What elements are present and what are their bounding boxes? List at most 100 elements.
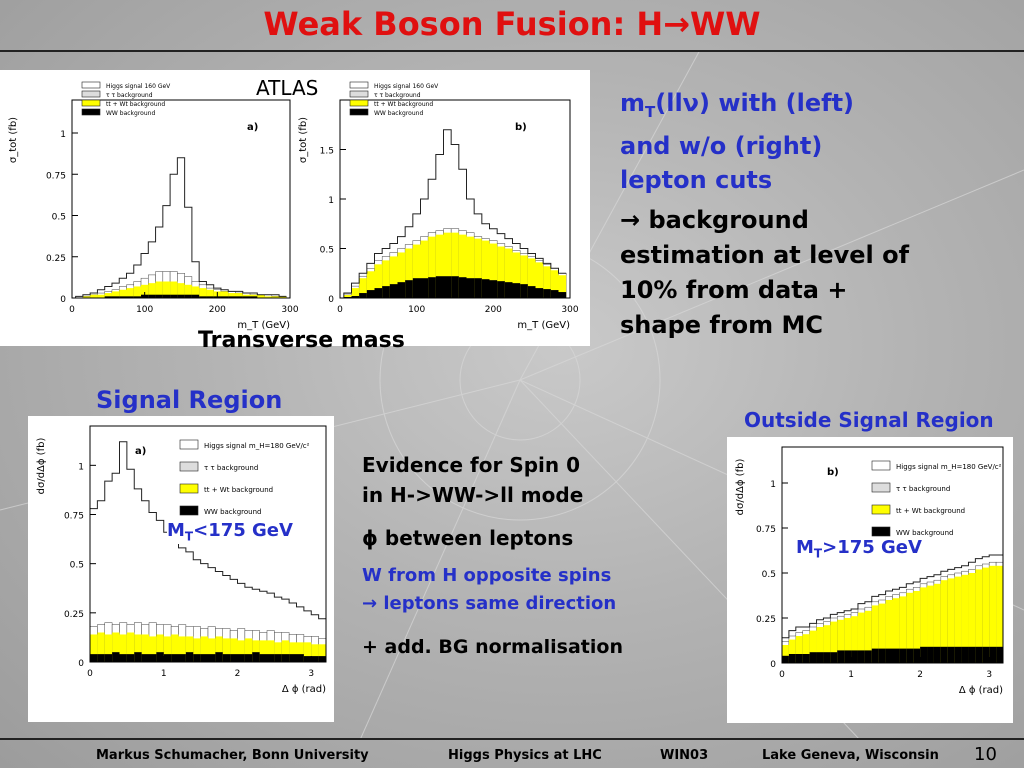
panel-tag: a) (135, 446, 146, 457)
ttbar-bar (184, 284, 192, 298)
x-tick-label: 0 (69, 305, 75, 315)
legend-label: WW background (896, 529, 953, 537)
y-tick-label: 0 (60, 295, 66, 305)
ttbar-bar (851, 616, 858, 663)
x-tick-label: 3 (986, 670, 992, 680)
ww-bar (497, 281, 505, 298)
ttbar-bar (230, 638, 238, 662)
legend-label: WW background (106, 110, 155, 117)
x-tick-label: 200 (485, 305, 502, 315)
ww-bar (389, 284, 398, 298)
ww-bar (208, 654, 216, 662)
ww-bar (133, 296, 142, 298)
ttbar-bar (206, 289, 214, 298)
ttbar-bar (885, 600, 893, 663)
ww-bar (178, 654, 186, 662)
plot-frame (781, 446, 1004, 664)
ttbar-bar (178, 636, 186, 662)
ttbar-bar (899, 596, 907, 663)
ww-bar (788, 654, 796, 663)
mt-subscript: T (645, 102, 656, 121)
ttbar-bar (927, 585, 934, 663)
dphi-chart-outside-region: 0 0.25 0.5 0.75 1 0 1 2 3 Δ ϕ (rad) dσ/dΔϕ (fb) b) H… (735, 446, 1004, 696)
spin-line2: in H->WW->ll mode (362, 483, 584, 507)
cut-line3: lepton cuts (620, 165, 773, 194)
cut-left-label: MT<175 GeV (167, 520, 293, 544)
signal-outline-line (75, 157, 287, 298)
ttbar-bar (830, 621, 838, 663)
ww-bar (289, 654, 297, 662)
legend-label: τ τ background (896, 485, 950, 493)
ww-bar (906, 648, 914, 663)
ttbar-bar (933, 583, 941, 663)
ww-bar (126, 654, 135, 662)
legend-label: Higgs signal m_H=180 GeV/c² (204, 442, 310, 450)
ww-bar (318, 656, 326, 662)
bg-normalisation-text: + add. BG normalisation (362, 636, 623, 658)
ttbar-bar (303, 642, 312, 662)
ttbar-bar (257, 294, 265, 298)
ttbar-bar (558, 275, 567, 298)
ww-bar (920, 646, 928, 663)
x-axis-label: Δ ϕ (rad) (959, 685, 1003, 696)
ttbar-bar (126, 632, 135, 662)
ww-bar (968, 646, 976, 663)
ww-bar (220, 296, 229, 298)
ttbar-bar (191, 286, 200, 298)
footer-conf: WIN03 (660, 748, 709, 763)
ttbar-bar (435, 234, 444, 298)
x-axis-label: m_T (GeV) (517, 320, 570, 331)
legend-swatch (349, 90, 369, 98)
ttbar-bar (133, 286, 142, 298)
ww-bar (830, 652, 838, 663)
ttbar-bar (795, 636, 803, 663)
ttbar-bar (267, 640, 275, 662)
ww-bar (940, 646, 948, 663)
ww-bar (134, 652, 142, 662)
ww-bar (466, 278, 475, 298)
bg-line1: → background (620, 206, 809, 234)
ww-bar (126, 296, 134, 298)
ww-bar (816, 652, 824, 663)
background-estimation-text: → background estimation at level of 10% … (620, 203, 1020, 343)
outside-region-panel: 0 0.25 0.5 0.75 1 0 1 2 3 Δ ϕ (rad) dσ/dΔϕ (fb) b) H… (727, 437, 1013, 723)
spin-line1: Evidence for Spin 0 (362, 453, 581, 477)
ww-bar (171, 654, 179, 662)
ww-bar (961, 646, 969, 663)
ww-bar (435, 276, 444, 298)
ttbar-bar (289, 642, 297, 662)
ww-bar (177, 294, 185, 298)
ttbar-bar (148, 283, 156, 298)
ww-bar (374, 288, 383, 298)
ww-bar (148, 294, 156, 298)
ww-bar (878, 648, 886, 663)
w-line2: → leptons same direction (362, 593, 617, 614)
ww-bar (156, 652, 164, 662)
ttbar-bar (497, 246, 505, 298)
ttbar-bar (171, 634, 179, 662)
ww-bar (899, 648, 907, 663)
slide-title: Weak Boson Fusion: H→WW (263, 5, 761, 43)
ttbar-bar (351, 288, 360, 298)
x-tick-label: 0 (87, 669, 93, 679)
ttbar-bar (466, 236, 475, 298)
w-line1: W from H opposite spins (362, 565, 612, 586)
ttbar-bar (782, 645, 789, 663)
ttbar-bar (543, 266, 551, 298)
y-tick-label: 1 (770, 480, 776, 490)
ttbar-bar (318, 644, 326, 662)
ww-bar (823, 652, 831, 663)
ww-bar (982, 646, 990, 663)
ww-bar (927, 646, 934, 663)
ttbar-bar (200, 636, 208, 662)
ttbar-bar (504, 248, 513, 298)
legend-label: Higgs signal 160 GeV (374, 83, 439, 90)
legend-swatch (81, 99, 101, 107)
ttbar-bar (405, 248, 413, 298)
y-axis-label: dσ/dΔϕ (fb) (735, 459, 746, 516)
cut-right-sub: T (813, 546, 823, 561)
y-axis-label: σ_tot (fb) (298, 117, 309, 163)
ttbar-bar (119, 634, 127, 662)
ttbar-bar (90, 294, 98, 298)
ww-bar (543, 289, 551, 298)
